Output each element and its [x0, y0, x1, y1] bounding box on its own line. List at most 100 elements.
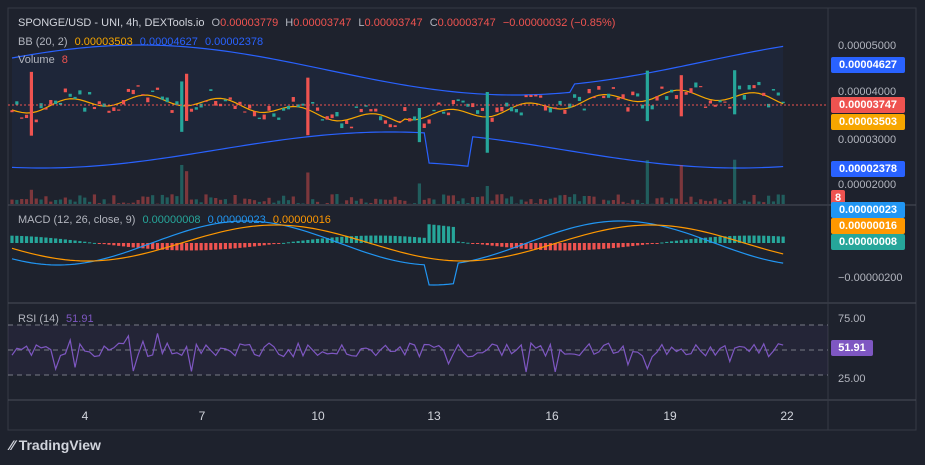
tradingview-logo[interactable]: ⁄∕ TradingView — [10, 437, 101, 453]
candle — [238, 101, 242, 105]
candle — [262, 114, 266, 120]
volume-bar — [88, 201, 92, 204]
volume-bar — [762, 202, 766, 204]
volume-bar — [189, 199, 194, 204]
candle — [107, 110, 111, 113]
candle — [747, 85, 751, 90]
volume-bar — [471, 197, 475, 204]
macd-hist-bar — [92, 242, 97, 244]
candle — [296, 104, 300, 108]
volume-bar — [427, 198, 431, 204]
low-label: L — [358, 17, 365, 29]
volume-bar — [218, 199, 223, 204]
macd-hist-bar — [325, 237, 329, 243]
macd-hist-bar — [563, 243, 567, 251]
candle — [146, 97, 150, 103]
volume-bar — [519, 199, 523, 204]
macd-hist-bar — [189, 243, 194, 251]
volume-bar — [272, 202, 276, 204]
candle — [383, 120, 388, 124]
macd-hist-bar — [514, 243, 518, 249]
close-label: C — [429, 17, 438, 29]
macd-hist-bar — [282, 242, 286, 244]
candle — [131, 89, 135, 95]
macd-legend[interactable]: MACD (12, 26, close, 9) 0.00000008 0.000… — [18, 214, 335, 226]
candle — [757, 81, 761, 86]
rsi-pane[interactable] — [8, 324, 828, 376]
rsi-label: RSI (14) — [18, 313, 59, 325]
candle — [199, 103, 203, 108]
candle — [665, 96, 669, 100]
bollinger-band-fill — [12, 45, 784, 168]
rsi-line — [11, 333, 784, 373]
macd-hist-bar — [548, 243, 552, 251]
candle — [660, 86, 664, 89]
volume-bar — [679, 165, 683, 204]
bb-basis-price-label: 0.00003503 — [831, 114, 905, 130]
volume-bar — [267, 197, 271, 204]
bb-legend[interactable]: BB (20, 2) 0.00003503 0.00004627 0.00002… — [18, 36, 267, 48]
volume-bar — [311, 199, 315, 204]
symbol-title[interactable]: SPONGE/USD - UNI, 4h, DEXTools.io — [18, 17, 205, 29]
volume-bar — [92, 194, 97, 204]
volume-bar — [180, 164, 184, 204]
macd-pane[interactable] — [10, 220, 785, 286]
volume-bar — [684, 202, 688, 204]
candle — [767, 103, 771, 108]
macd-hist-bar — [490, 243, 494, 246]
candle — [320, 119, 324, 121]
volume-bar — [325, 203, 329, 204]
volume-bar — [636, 199, 640, 204]
volume-bar — [626, 203, 630, 204]
volume-label: Volume — [18, 54, 55, 66]
candle — [771, 89, 776, 91]
volume-bar — [301, 203, 305, 204]
volume-bar — [335, 194, 339, 204]
bollinger-basis-line — [11, 89, 784, 124]
macd-hist-bar — [422, 237, 426, 243]
macd-hist-bar — [442, 225, 446, 243]
candle — [442, 111, 446, 114]
macd-hist-bar — [170, 243, 174, 251]
macd-hist-bar — [78, 241, 82, 243]
volume-bar — [121, 202, 126, 204]
volume-bar — [97, 203, 101, 204]
volume-bar — [442, 194, 446, 204]
price-pane[interactable] — [8, 44, 828, 204]
x-tick: 4 — [81, 409, 89, 423]
volume-bar — [733, 159, 737, 204]
candle — [136, 85, 140, 87]
macd-hist-bar — [553, 243, 557, 251]
volume-bar — [24, 199, 29, 204]
macd-hist-bar — [83, 241, 87, 243]
volume-bar — [136, 199, 140, 204]
macd-hist-bar — [403, 236, 407, 243]
macd-hist-bar — [243, 243, 247, 248]
macd-hist-bar — [713, 236, 717, 243]
macd-hist-bar — [636, 243, 640, 246]
close-value: 0.00003747 — [437, 17, 496, 29]
rsi-legend[interactable]: RSI (14) 51.91 — [18, 313, 98, 325]
macd-hist-bar — [301, 240, 305, 243]
macd-hist-bar — [655, 243, 659, 244]
candle — [640, 104, 645, 109]
volume-bar — [577, 201, 582, 204]
volume-bar — [611, 200, 615, 204]
volume-bar — [689, 196, 693, 204]
candle — [776, 92, 780, 96]
macd-hist-bar — [267, 243, 271, 245]
candle — [500, 106, 504, 112]
candle — [505, 102, 509, 107]
volume-bar — [262, 201, 266, 204]
candle — [461, 100, 465, 103]
macd-hist-bar — [320, 238, 324, 243]
macd-hist-bar — [742, 235, 746, 243]
candle — [650, 105, 654, 110]
macd-price-label: 0.00000023 — [831, 202, 905, 218]
candle — [10, 110, 14, 113]
volume-bar — [44, 196, 48, 204]
volume-legend[interactable]: Volume 8 — [18, 54, 72, 66]
candle — [626, 107, 630, 112]
brand-name: TradingView — [18, 437, 101, 453]
